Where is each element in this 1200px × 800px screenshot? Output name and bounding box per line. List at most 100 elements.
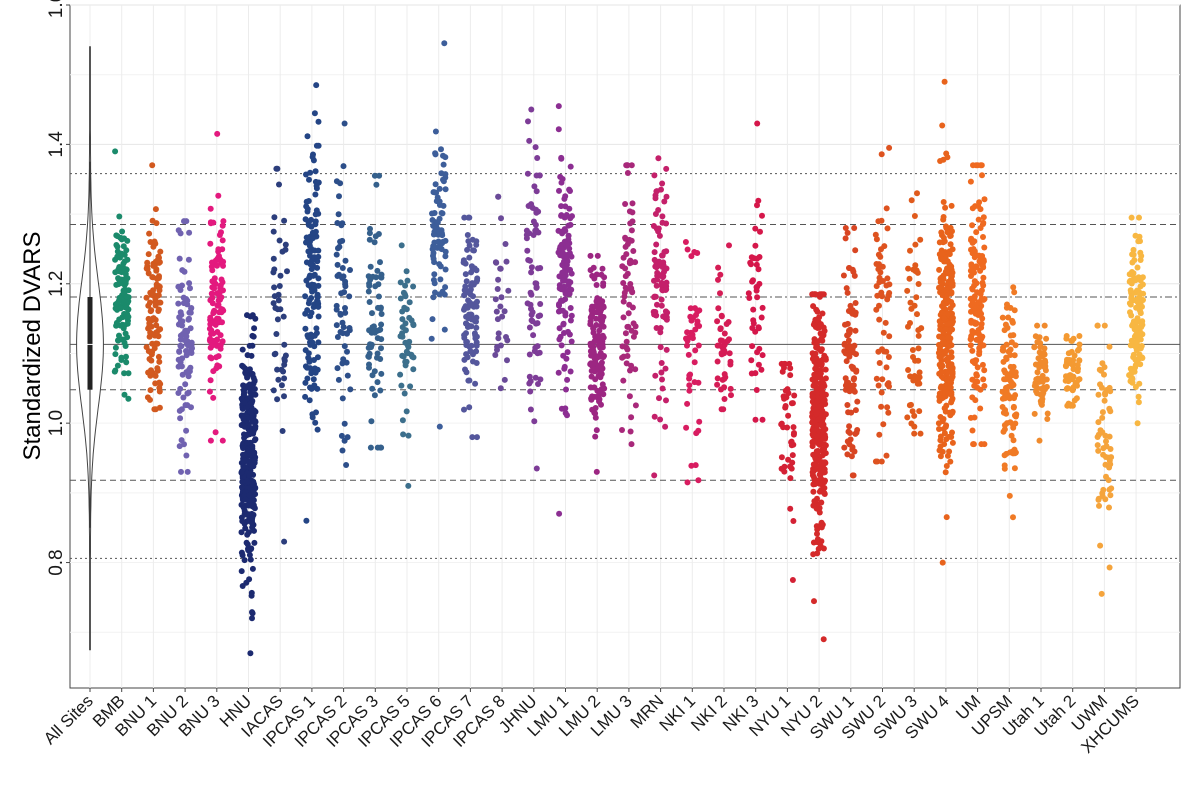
point-lmu-1 — [557, 307, 564, 314]
point-nyu-1 — [787, 372, 794, 379]
point-bnu-1 — [155, 308, 162, 314]
point-um — [973, 372, 980, 379]
point-uwm — [1099, 490, 1106, 497]
point-nyu-1 — [781, 395, 788, 402]
point-iacas — [272, 305, 279, 311]
point-ipcas-3 — [375, 293, 382, 300]
point-ipcas-8 — [497, 385, 504, 392]
point-upsm — [1010, 404, 1017, 411]
point-jhnu — [531, 418, 538, 425]
point-jhnu — [526, 351, 533, 358]
point-bnu-1 — [145, 369, 152, 376]
point-swu-3 — [915, 281, 922, 287]
point-bnu-2 — [183, 348, 189, 354]
point-mrn — [659, 213, 666, 220]
point-lmu-1 — [567, 163, 574, 170]
point-bnu-2 — [178, 311, 185, 318]
point-swu-3 — [917, 236, 924, 243]
point-mrn — [662, 365, 669, 372]
point-ipcas-5 — [397, 279, 404, 286]
point-nyu-2 — [812, 365, 819, 372]
point-lmu-2 — [596, 296, 603, 303]
point-ipcas-1 — [311, 332, 318, 339]
point-nyu-2 — [813, 344, 820, 351]
point-lmu-2 — [599, 265, 606, 272]
point-ipcas-7 — [473, 348, 480, 355]
point-bnu-3 — [210, 310, 217, 317]
point-hnu — [245, 529, 252, 536]
point-hnu — [247, 650, 254, 657]
point-um — [973, 264, 980, 271]
point-nki-2 — [714, 358, 721, 365]
point-swu-4 — [945, 354, 952, 361]
point-nki-1 — [696, 418, 703, 425]
point-nki-1 — [684, 400, 691, 407]
point-hnu — [249, 371, 256, 377]
point-xhcums — [1139, 281, 1146, 288]
point-swu-1 — [854, 398, 861, 405]
point-uwm — [1094, 322, 1101, 329]
point-bnu-1 — [153, 340, 160, 347]
point-swu-4 — [940, 216, 947, 223]
point-xhcums — [1135, 393, 1142, 400]
point-bnu-2 — [177, 342, 184, 349]
point-nki-3 — [758, 314, 765, 321]
point-bnu-1 — [144, 259, 151, 266]
point-swu-4 — [942, 348, 949, 355]
point-lmu-1 — [567, 368, 574, 375]
point-nyu-2 — [809, 443, 816, 450]
point-ipcas-2 — [339, 265, 346, 271]
point-bnu-2 — [181, 218, 187, 225]
point-bnu-3 — [220, 218, 227, 225]
point-mrn — [653, 325, 660, 331]
point-um — [972, 310, 979, 317]
point-bmb — [112, 305, 119, 312]
point-bnu-1 — [153, 322, 160, 329]
point-mrn — [651, 249, 658, 256]
point-lmu-3 — [624, 170, 631, 176]
point-swu-3 — [911, 302, 918, 309]
point-hnu — [249, 609, 255, 616]
point-ipcas-1 — [315, 300, 322, 307]
point-lmu-3 — [629, 200, 636, 207]
point-ipcas-2 — [339, 447, 346, 454]
point-upsm — [1004, 391, 1010, 398]
point-bmb — [114, 362, 121, 369]
point-uwm — [1107, 461, 1114, 468]
point-lmu-3 — [619, 427, 625, 433]
point-lmu-1 — [567, 267, 573, 274]
point-um — [978, 287, 985, 294]
point-ipcas-1 — [314, 426, 321, 433]
point-nyu-1 — [790, 518, 797, 524]
point-ipcas-7 — [470, 247, 476, 254]
point-swu-3 — [916, 374, 923, 381]
point-nyu-1 — [787, 505, 794, 512]
point-mrn — [659, 180, 666, 187]
point-nyu-1 — [789, 577, 796, 583]
point-utah-2 — [1070, 373, 1077, 380]
point-ipcas-2 — [344, 330, 350, 337]
point-swu-2 — [886, 144, 893, 151]
point-nki-3 — [759, 304, 766, 311]
point-swu-4 — [939, 122, 946, 129]
point-xhcums — [1137, 310, 1144, 317]
point-ipcas-1 — [313, 142, 320, 149]
point-lmu-2 — [593, 282, 600, 288]
point-xhcums — [1132, 364, 1139, 371]
point-bnu-2 — [177, 415, 184, 422]
point-um — [971, 320, 978, 327]
point-nyu-2 — [809, 291, 816, 298]
point-nki-1 — [686, 375, 693, 382]
point-bnu-3 — [217, 296, 223, 303]
y-tick-label: 0.8 — [46, 549, 67, 575]
point-xhcums — [1140, 297, 1146, 303]
point-upsm — [1003, 341, 1010, 348]
point-iacas — [278, 382, 285, 389]
point-swu-3 — [905, 265, 912, 272]
point-uwm — [1097, 381, 1103, 388]
point-bnu-1 — [147, 348, 154, 355]
point-hnu — [242, 525, 249, 532]
point-nyu-2 — [812, 350, 819, 357]
point-nki-1 — [692, 347, 699, 354]
point-swu-3 — [910, 377, 917, 384]
